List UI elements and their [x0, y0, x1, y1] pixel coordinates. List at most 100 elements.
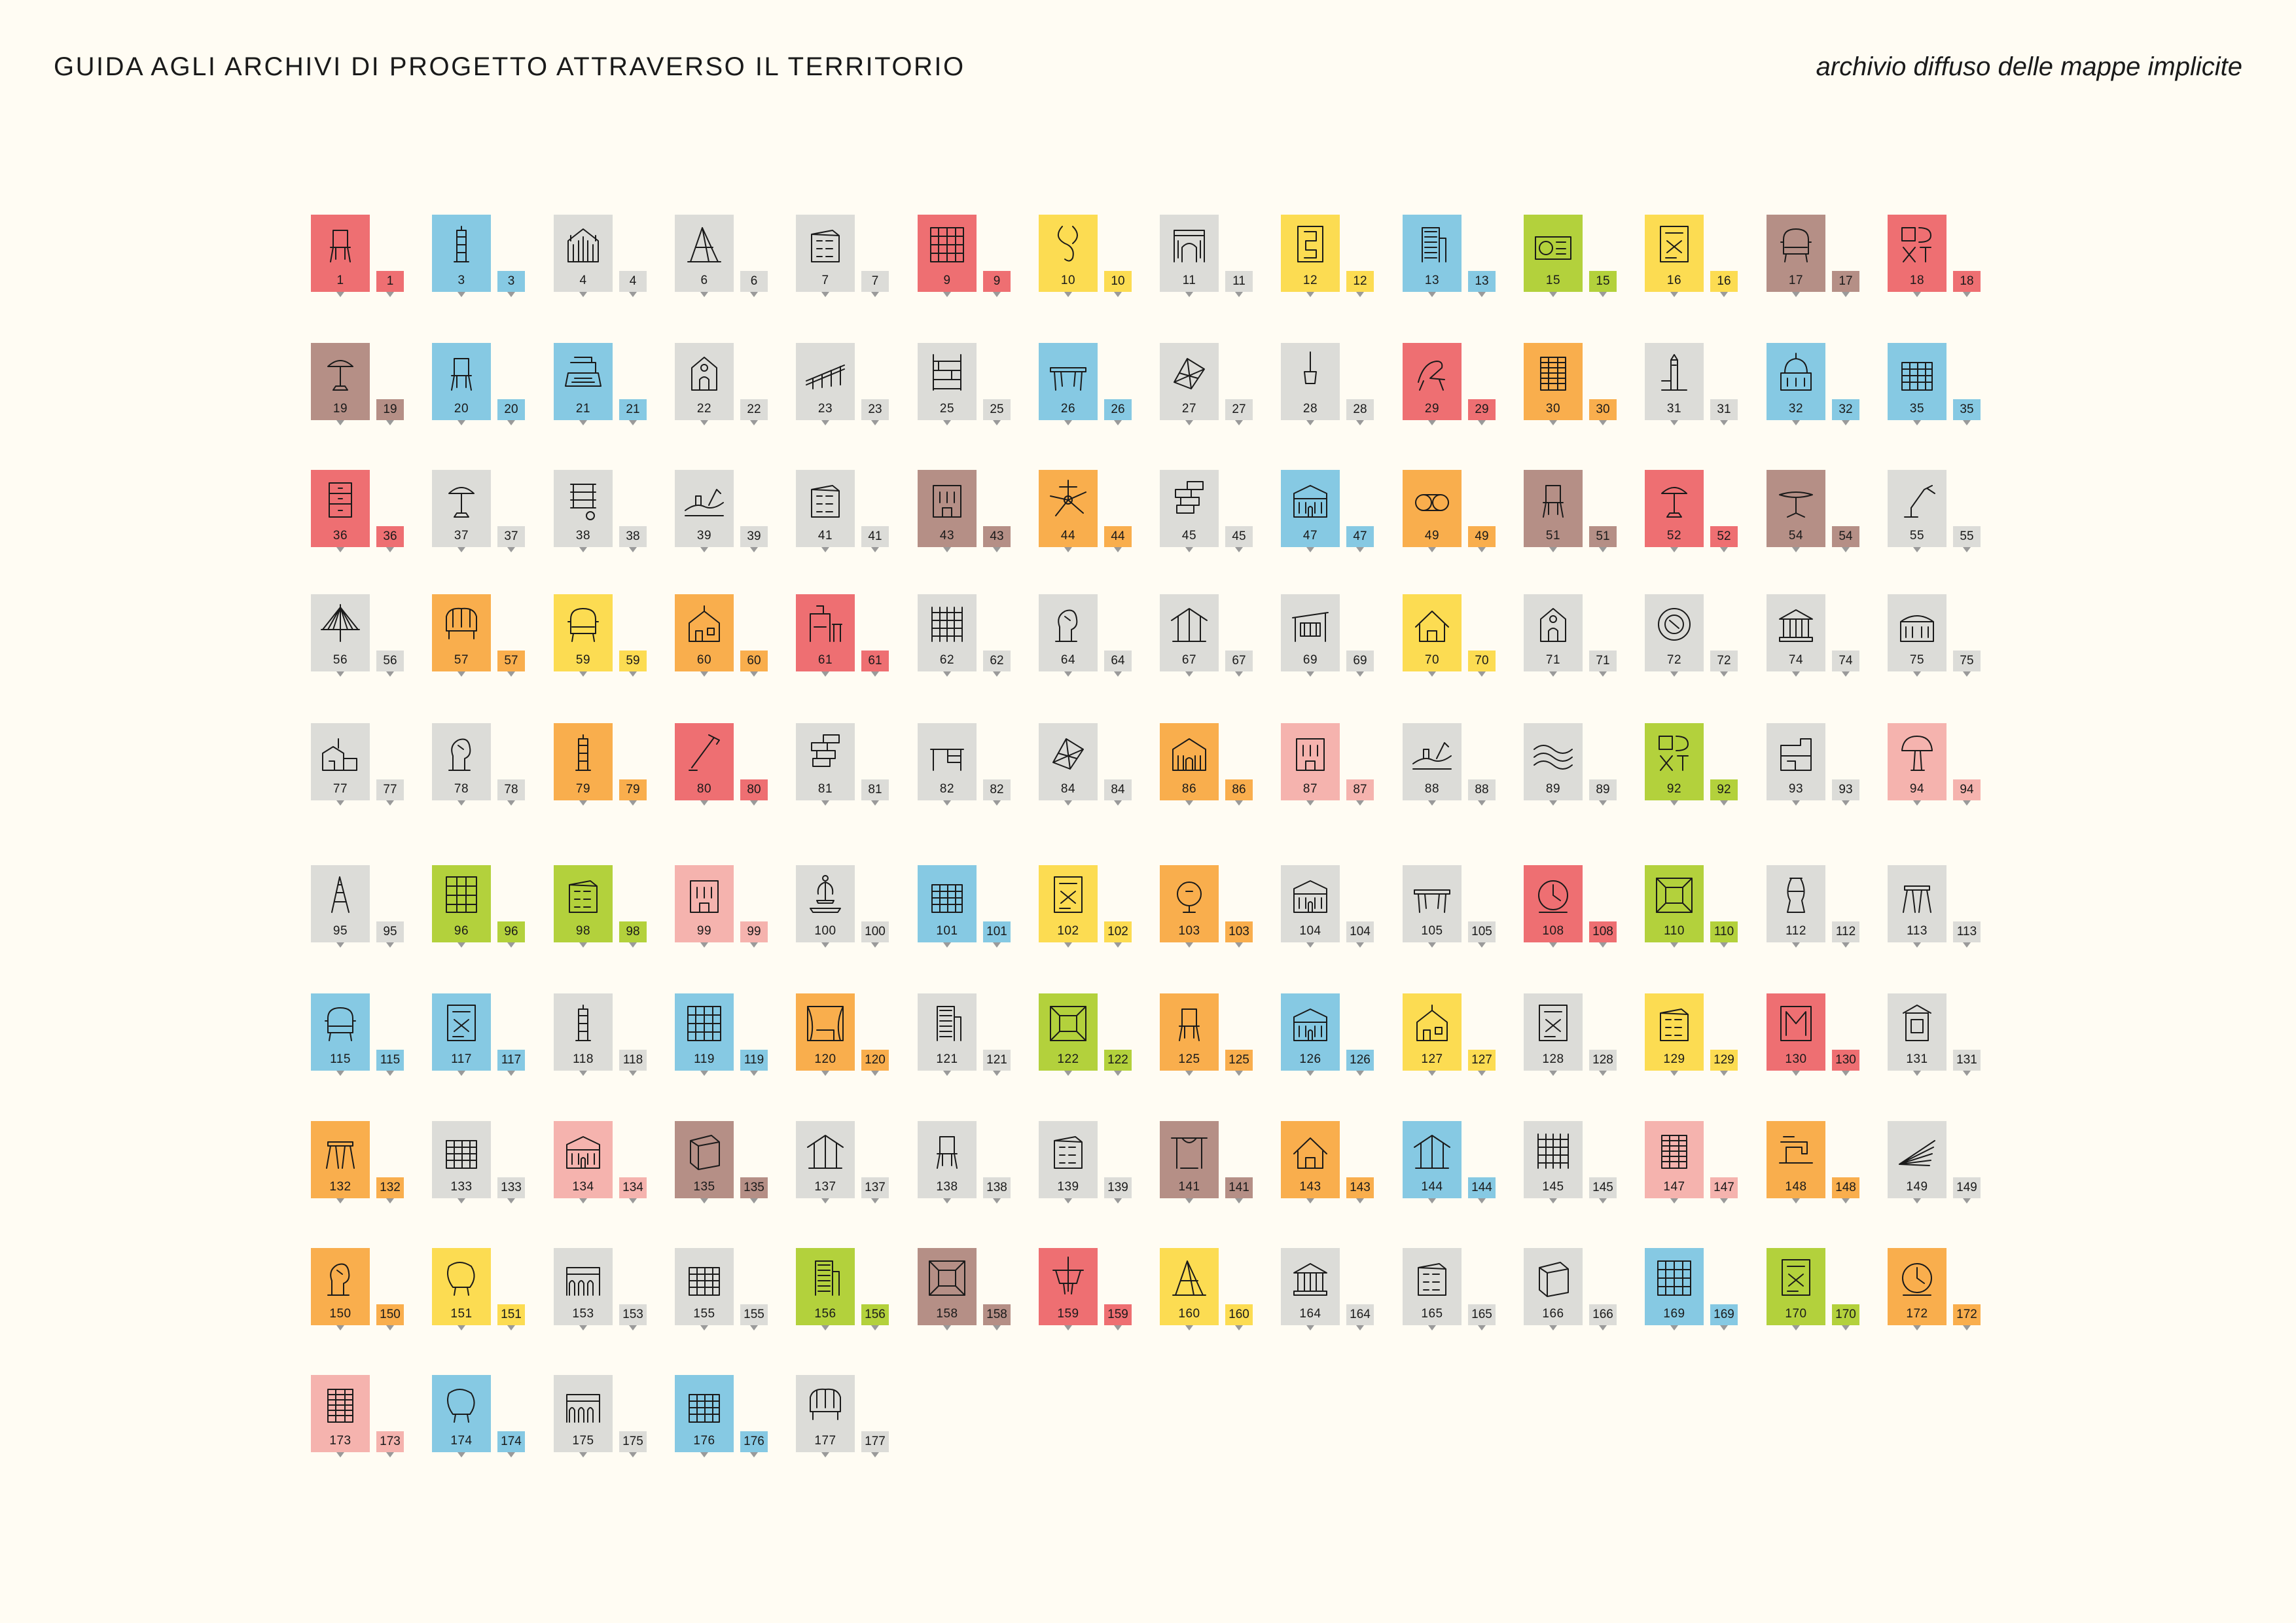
entry-tag[interactable]: 4 — [619, 271, 647, 297]
entry-card[interactable]: 49 — [1403, 470, 1462, 552]
entry-card[interactable]: 93 — [1767, 723, 1825, 806]
entry-tag[interactable]: 143 — [1346, 1177, 1374, 1204]
entry-tag[interactable]: 22 — [740, 399, 768, 425]
archive-entry[interactable]: 94 94 — [1888, 723, 2005, 808]
entry-card[interactable]: 113 — [1888, 865, 1946, 948]
entry-tag[interactable]: 112 — [1832, 921, 1859, 948]
entry-card[interactable]: 22 — [675, 343, 734, 425]
archive-entry[interactable]: 92 92 — [1645, 723, 1763, 808]
entry-card[interactable]: 81 — [796, 723, 855, 806]
entry-tag[interactable]: 13 — [1468, 271, 1496, 297]
archive-entry[interactable]: 122 122 — [1039, 993, 1157, 1079]
entry-card[interactable]: 151 — [432, 1248, 491, 1330]
entry-tag[interactable]: 93 — [1832, 779, 1859, 806]
entry-card[interactable]: 86 — [1160, 723, 1219, 806]
entry-tag[interactable]: 131 — [1953, 1050, 1981, 1076]
entry-tag[interactable]: 148 — [1832, 1177, 1859, 1204]
archive-entry[interactable]: 173 173 — [311, 1375, 429, 1460]
entry-card[interactable]: 69 — [1281, 594, 1340, 677]
archive-entry[interactable]: 135 135 — [675, 1121, 793, 1206]
archive-entry[interactable]: 112 112 — [1767, 865, 1884, 950]
archive-entry[interactable]: 75 75 — [1888, 594, 2005, 679]
entry-tag[interactable]: 49 — [1468, 526, 1496, 552]
archive-entry[interactable]: 59 59 — [554, 594, 672, 679]
entry-card[interactable]: 127 — [1403, 993, 1462, 1076]
entry-card[interactable]: 82 — [918, 723, 977, 806]
entry-tag[interactable]: 122 — [1104, 1050, 1132, 1076]
entry-card[interactable]: 88 — [1403, 723, 1462, 806]
archive-entry[interactable]: 134 134 — [554, 1121, 672, 1206]
entry-tag[interactable]: 80 — [740, 779, 768, 806]
entry-tag[interactable]: 1 — [376, 271, 404, 297]
entry-tag[interactable]: 43 — [983, 526, 1011, 552]
archive-entry[interactable]: 74 74 — [1767, 594, 1884, 679]
entry-tag[interactable]: 175 — [619, 1431, 647, 1457]
entry-tag[interactable]: 96 — [497, 921, 525, 948]
entry-tag[interactable]: 77 — [376, 779, 404, 806]
entry-card[interactable]: 99 — [675, 865, 734, 948]
archive-entry[interactable]: 20 20 — [432, 343, 550, 428]
entry-tag[interactable]: 57 — [497, 651, 525, 677]
entry-tag[interactable]: 38 — [619, 526, 647, 552]
archive-entry[interactable]: 102 102 — [1039, 865, 1157, 950]
entry-tag[interactable]: 108 — [1589, 921, 1617, 948]
entry-card[interactable]: 15 — [1524, 215, 1583, 297]
entry-card[interactable]: 20 — [432, 343, 491, 425]
entry-tag[interactable]: 100 — [861, 921, 889, 948]
entry-card[interactable]: 147 — [1645, 1121, 1704, 1204]
entry-tag[interactable]: 3 — [497, 271, 525, 297]
entry-card[interactable]: 16 — [1645, 215, 1704, 297]
entry-tag[interactable]: 166 — [1589, 1304, 1617, 1330]
archive-entry[interactable]: 156 156 — [796, 1248, 914, 1333]
archive-entry[interactable]: 147 147 — [1645, 1121, 1763, 1206]
entry-tag[interactable]: 56 — [376, 651, 404, 677]
entry-card[interactable]: 43 — [918, 470, 977, 552]
archive-entry[interactable]: 86 86 — [1160, 723, 1278, 808]
entry-tag[interactable]: 135 — [740, 1177, 768, 1204]
entry-tag[interactable]: 119 — [740, 1050, 768, 1076]
entry-card[interactable]: 166 — [1524, 1248, 1583, 1330]
entry-card[interactable]: 78 — [432, 723, 491, 806]
entry-card[interactable]: 169 — [1645, 1248, 1704, 1330]
entry-card[interactable]: 77 — [311, 723, 370, 806]
archive-entry[interactable]: 117 117 — [432, 993, 550, 1079]
entry-card[interactable]: 148 — [1767, 1121, 1825, 1204]
archive-entry[interactable]: 47 47 — [1281, 470, 1399, 555]
entry-card[interactable]: 137 — [796, 1121, 855, 1204]
entry-card[interactable]: 143 — [1281, 1121, 1340, 1204]
archive-entry[interactable]: 101 101 — [918, 865, 1035, 950]
entry-tag[interactable]: 70 — [1468, 651, 1496, 677]
entry-card[interactable]: 141 — [1160, 1121, 1219, 1204]
entry-card[interactable]: 75 — [1888, 594, 1946, 677]
entry-card[interactable]: 70 — [1403, 594, 1462, 677]
archive-entry[interactable]: 69 69 — [1281, 594, 1399, 679]
entry-card[interactable]: 51 — [1524, 470, 1583, 552]
archive-entry[interactable]: 72 72 — [1645, 594, 1763, 679]
entry-tag[interactable]: 31 — [1710, 399, 1738, 425]
entry-tag[interactable]: 10 — [1104, 271, 1132, 297]
archive-entry[interactable]: 28 28 — [1281, 343, 1399, 428]
archive-entry[interactable]: 89 89 — [1524, 723, 1641, 808]
entry-tag[interactable]: 51 — [1589, 526, 1617, 552]
archive-entry[interactable]: 115 115 — [311, 993, 429, 1079]
entry-card[interactable]: 131 — [1888, 993, 1946, 1076]
entry-card[interactable]: 62 — [918, 594, 977, 677]
entry-card[interactable]: 121 — [918, 993, 977, 1076]
archive-entry[interactable]: 137 137 — [796, 1121, 914, 1206]
archive-entry[interactable]: 41 41 — [796, 470, 914, 555]
entry-tag[interactable]: 164 — [1346, 1304, 1374, 1330]
entry-card[interactable]: 92 — [1645, 723, 1704, 806]
archive-entry[interactable]: 153 153 — [554, 1248, 672, 1333]
archive-entry[interactable]: 77 77 — [311, 723, 429, 808]
entry-card[interactable]: 132 — [311, 1121, 370, 1204]
entry-card[interactable]: 39 — [675, 470, 734, 552]
entry-card[interactable]: 47 — [1281, 470, 1340, 552]
entry-card[interactable]: 35 — [1888, 343, 1946, 425]
entry-tag[interactable]: 172 — [1953, 1304, 1981, 1330]
archive-entry[interactable]: 164 164 — [1281, 1248, 1399, 1333]
archive-entry[interactable]: 22 22 — [675, 343, 793, 428]
entry-card[interactable]: 55 — [1888, 470, 1946, 552]
archive-entry[interactable]: 45 45 — [1160, 470, 1278, 555]
entry-card[interactable]: 80 — [675, 723, 734, 806]
